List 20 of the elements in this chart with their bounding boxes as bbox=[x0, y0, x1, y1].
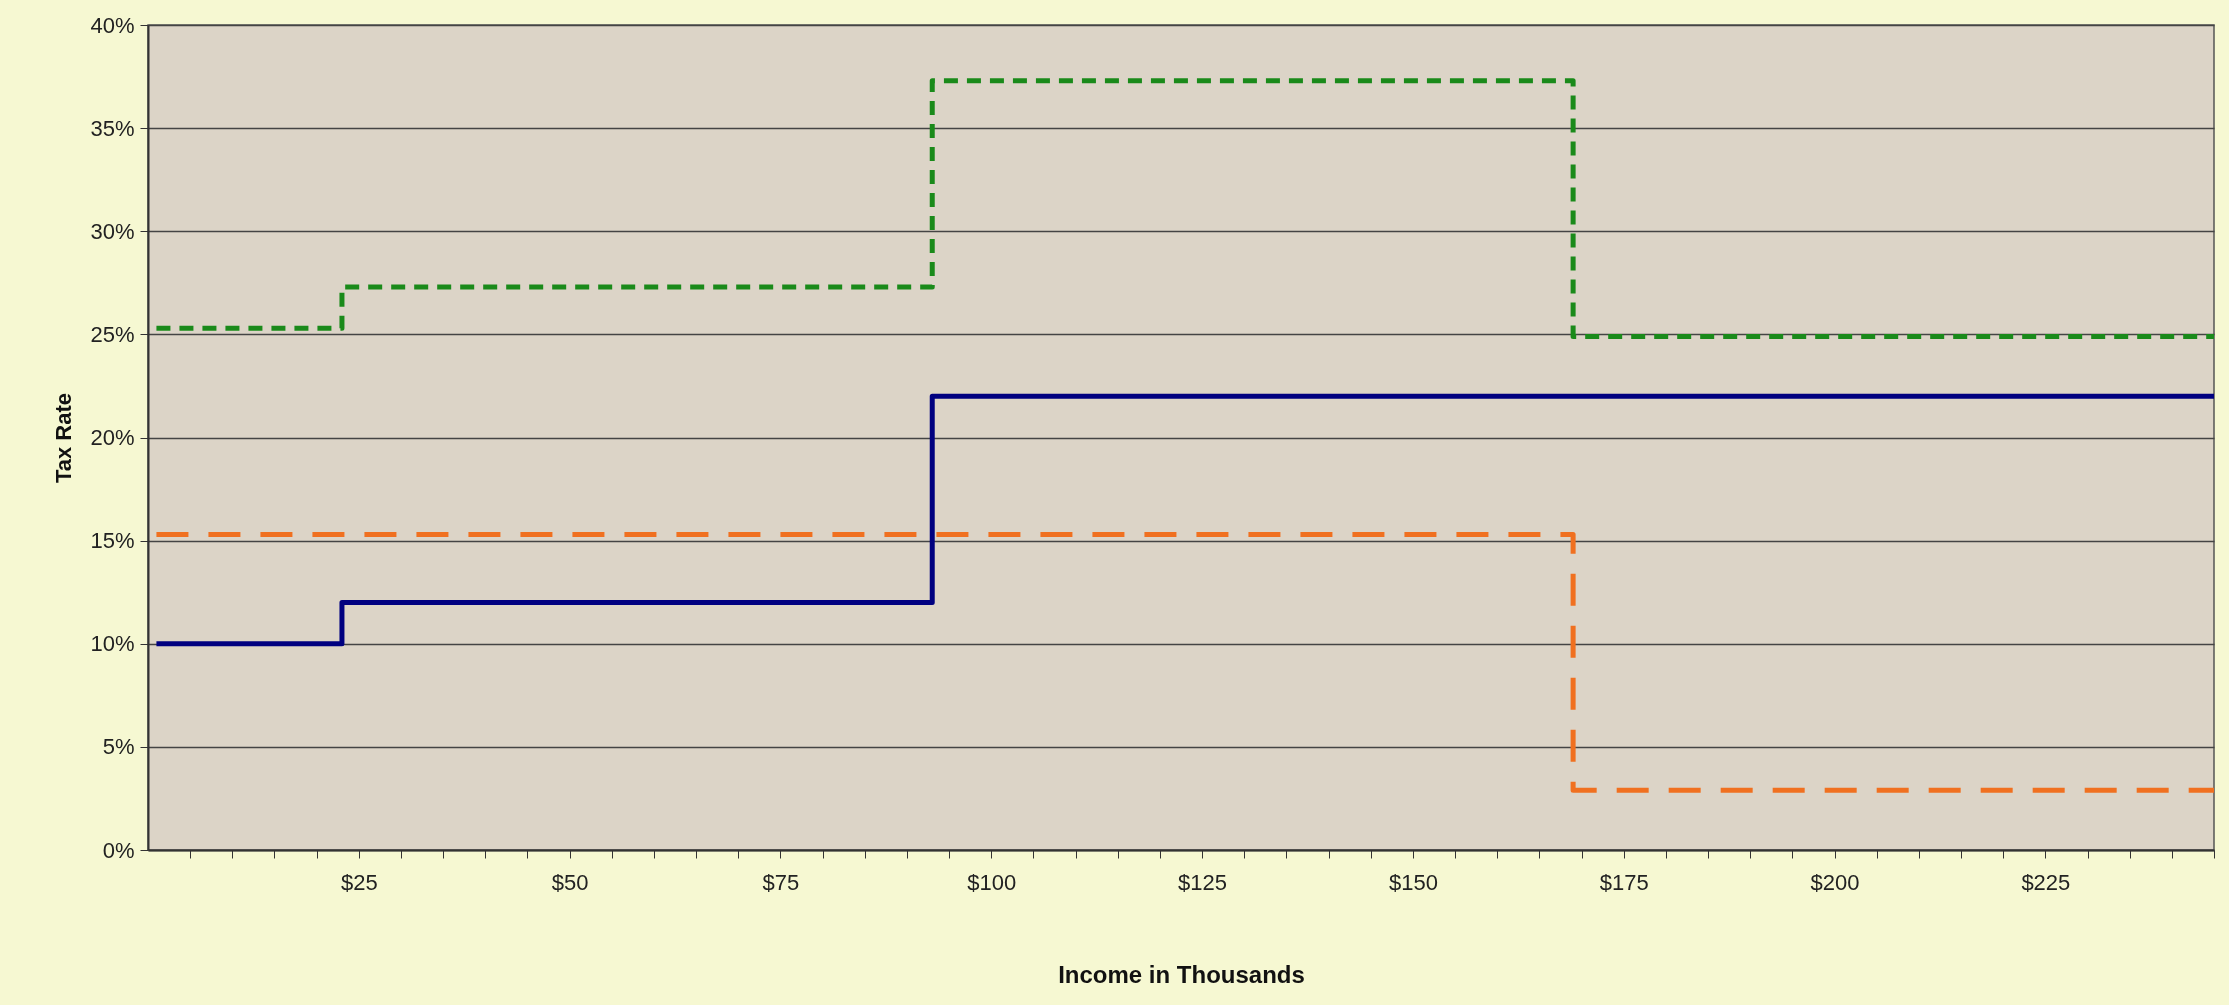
y-tick-label: 10% bbox=[90, 631, 135, 657]
y-tick-label: 35% bbox=[90, 115, 135, 141]
y-tick-label: 15% bbox=[90, 528, 135, 554]
y-axis-title: Tax Rate bbox=[51, 392, 77, 484]
y-tick-label: 20% bbox=[90, 425, 135, 450]
x-tick-label: $225 bbox=[2021, 869, 2071, 895]
y-tick-label: 30% bbox=[90, 218, 135, 244]
x-axis-title: Income in Thousands bbox=[1058, 960, 1305, 988]
x-tick-label: $25 bbox=[340, 869, 378, 895]
x-tick-label: $175 bbox=[1599, 869, 1649, 895]
x-tick-label: $75 bbox=[762, 869, 800, 895]
x-tick-label: $150 bbox=[1388, 869, 1438, 895]
x-tick-label: $50 bbox=[551, 869, 589, 895]
x-tick-label: $125 bbox=[1178, 869, 1228, 895]
y-tick-label: 0% bbox=[102, 837, 135, 863]
y-tick-label: 40% bbox=[90, 12, 135, 38]
y-tick-label: 5% bbox=[102, 734, 135, 760]
y-tick-label: 25% bbox=[90, 321, 135, 347]
x-tick-label: $200 bbox=[1810, 869, 1860, 895]
x-tick-label: $100 bbox=[967, 869, 1017, 895]
